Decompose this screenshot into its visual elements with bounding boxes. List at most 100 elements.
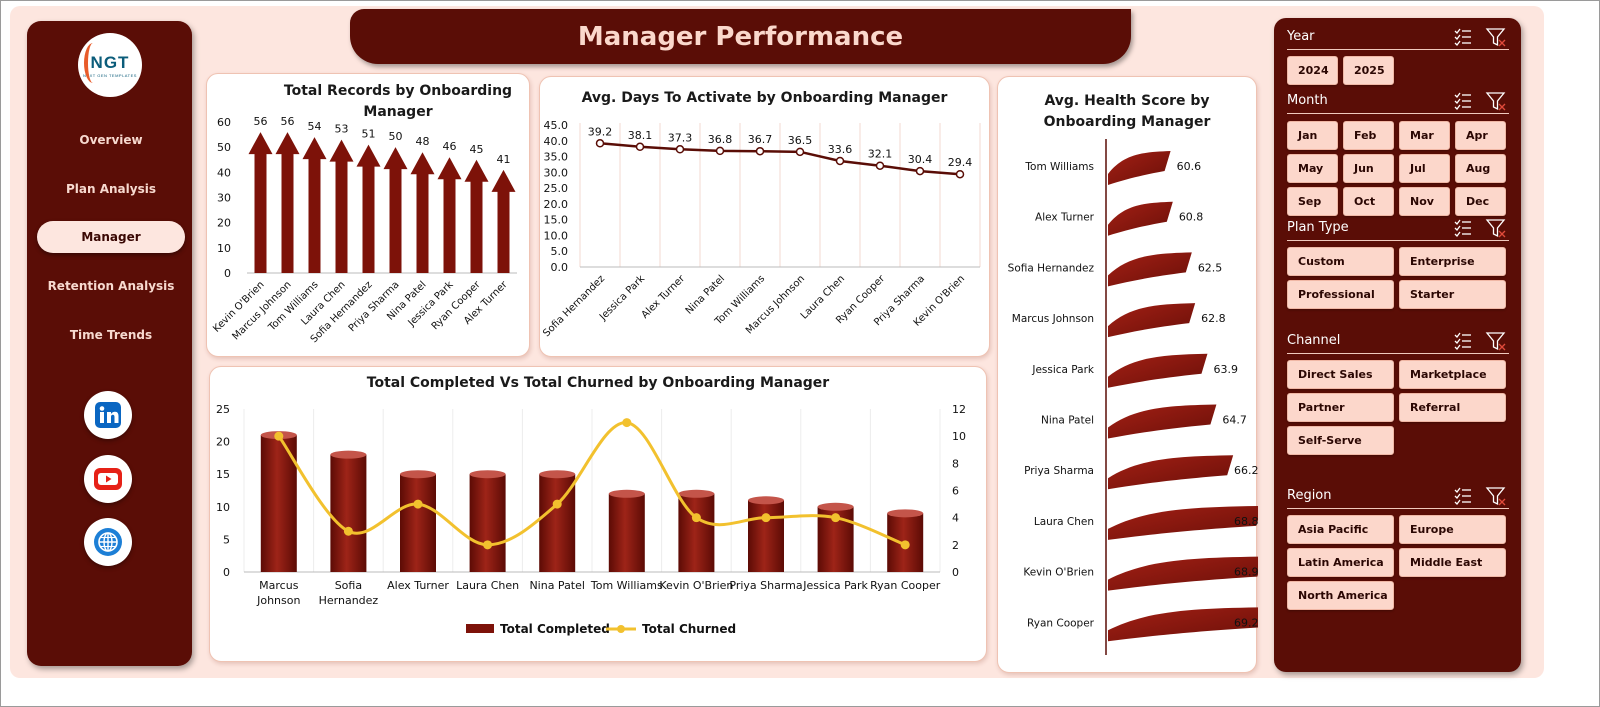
data-point-churned bbox=[622, 418, 632, 428]
filter-chip[interactable]: Referral bbox=[1399, 393, 1506, 422]
data-label: 48 bbox=[416, 135, 430, 148]
multi-select-icon[interactable] bbox=[1454, 28, 1471, 46]
x-tick-label: Nina Patel bbox=[529, 579, 585, 592]
y-tick-label: 15.0 bbox=[544, 214, 569, 227]
data-label: 41 bbox=[497, 153, 511, 166]
filter-chip[interactable]: Marketplace bbox=[1399, 360, 1506, 389]
company-logo[interactable]: NGT NEXT GEN TEMPLATES bbox=[78, 33, 142, 97]
website-button[interactable] bbox=[84, 518, 132, 566]
slicer-region-title: Region bbox=[1287, 488, 1332, 503]
y-tick-label: 25.0 bbox=[544, 182, 569, 195]
linkedin-button[interactable] bbox=[84, 391, 132, 439]
filter-chip[interactable]: May bbox=[1287, 154, 1338, 183]
clear-filter-icon[interactable] bbox=[1485, 332, 1506, 351]
filter-chip[interactable]: Direct Sales bbox=[1287, 360, 1394, 389]
data-label: 50 bbox=[389, 130, 403, 143]
filter-chip[interactable]: North America bbox=[1287, 581, 1394, 610]
data-label: 56 bbox=[281, 115, 295, 128]
bar-arrow bbox=[410, 152, 435, 273]
y-tick-label-right: 4 bbox=[952, 512, 959, 525]
filter-chip[interactable]: Oct bbox=[1343, 187, 1394, 216]
nav-overview[interactable]: Overview bbox=[79, 133, 143, 147]
filter-chip[interactable]: Europe bbox=[1399, 515, 1506, 544]
y-tick-label-left: 10 bbox=[216, 501, 230, 514]
filter-chip[interactable]: Sep bbox=[1287, 187, 1338, 216]
card-health-score: Avg. Health Score by Onboarding Manager … bbox=[997, 76, 1258, 673]
filter-chip[interactable]: Mar bbox=[1399, 121, 1450, 150]
multi-select-icon[interactable] bbox=[1454, 219, 1471, 237]
x-tick-label: Kevin O'Brien bbox=[659, 579, 733, 592]
filter-chip[interactable]: Professional bbox=[1287, 280, 1394, 309]
filter-chip[interactable]: Aug bbox=[1455, 154, 1506, 183]
filter-chip[interactable]: Apr bbox=[1455, 121, 1506, 150]
youtube-button[interactable] bbox=[84, 455, 132, 503]
filter-chip[interactable]: Feb bbox=[1343, 121, 1394, 150]
filter-chip[interactable]: 2024 bbox=[1287, 56, 1338, 85]
filter-chip[interactable]: Self-Serve bbox=[1287, 426, 1394, 455]
x-tick-label: Ryan Cooper bbox=[870, 579, 941, 592]
multi-select-icon[interactable] bbox=[1454, 92, 1471, 110]
y-tick-label: 5.0 bbox=[551, 245, 569, 258]
bar-flag bbox=[1108, 353, 1208, 388]
clear-filter-icon[interactable] bbox=[1485, 219, 1506, 238]
data-label: 46 bbox=[443, 140, 457, 153]
nav-manager[interactable]: Manager bbox=[37, 221, 185, 253]
data-point-churned bbox=[274, 431, 284, 441]
chart-title: Total Completed Vs Total Churned by Onbo… bbox=[366, 375, 830, 391]
filter-chip[interactable]: Dec bbox=[1455, 187, 1506, 216]
filter-chip[interactable]: Custom bbox=[1287, 247, 1394, 276]
y-tick-label: 35.0 bbox=[544, 151, 569, 164]
filter-chip[interactable]: Jul bbox=[1399, 154, 1450, 183]
y-tick-label: 50 bbox=[217, 141, 231, 154]
data-label: 66.2 bbox=[1234, 464, 1258, 477]
clear-filter-icon[interactable] bbox=[1485, 28, 1506, 47]
data-point-churned bbox=[552, 499, 562, 509]
filter-chip[interactable]: Jan bbox=[1287, 121, 1338, 150]
data-label: 68.9 bbox=[1234, 566, 1258, 579]
data-label: 33.6 bbox=[828, 143, 853, 156]
x-tick-label: Alex Turner bbox=[387, 579, 449, 592]
bar-cylinder-top bbox=[608, 489, 645, 498]
bar-arrow bbox=[464, 159, 489, 273]
filter-chip[interactable]: Enterprise bbox=[1399, 247, 1506, 276]
slicer-channel-title: Channel bbox=[1287, 333, 1341, 348]
slicer-region-header: Region bbox=[1287, 485, 1509, 509]
bar-arrow bbox=[356, 144, 381, 273]
filter-chip[interactable]: Starter bbox=[1399, 280, 1506, 309]
legend-swatch-completed bbox=[466, 624, 494, 633]
y-tick-label-right: 12 bbox=[952, 403, 966, 416]
slicer-month-header: Month bbox=[1287, 90, 1509, 114]
clear-filter-icon[interactable] bbox=[1485, 487, 1506, 506]
filter-chip[interactable]: 2025 bbox=[1343, 56, 1394, 85]
filter-chip[interactable]: Jun bbox=[1343, 154, 1394, 183]
filter-chip[interactable]: Middle East bbox=[1399, 548, 1506, 577]
slicer-year-controls bbox=[1454, 28, 1506, 47]
card-avg-days: Avg. Days To Activate by Onboarding Mana… bbox=[539, 76, 990, 357]
x-tick-label: Laura Chen bbox=[456, 579, 519, 592]
bar-flag bbox=[1108, 151, 1171, 185]
filter-chip[interactable]: Latin America bbox=[1287, 548, 1394, 577]
slicer-region-controls bbox=[1454, 487, 1506, 506]
bar-arrow bbox=[248, 132, 273, 273]
chart-title: Total Records by Onboarding Manager bbox=[283, 83, 513, 120]
y-tick-label: 60 bbox=[217, 116, 231, 129]
filter-chip[interactable]: Nov bbox=[1399, 187, 1450, 216]
multi-select-icon[interactable] bbox=[1454, 332, 1471, 350]
data-point bbox=[915, 166, 925, 176]
data-point bbox=[715, 146, 725, 156]
data-label: 62.8 bbox=[1201, 312, 1226, 325]
nav-plan-analysis[interactable]: Plan Analysis bbox=[66, 182, 156, 196]
data-label: 30.4 bbox=[908, 153, 933, 166]
nav-retention-analysis[interactable]: Retention Analysis bbox=[47, 279, 175, 293]
bar-cylinder-top bbox=[539, 470, 576, 479]
y-tick-label: 30.0 bbox=[544, 166, 569, 179]
data-label: 37.3 bbox=[668, 131, 693, 144]
clear-filter-icon[interactable] bbox=[1485, 92, 1506, 111]
data-label: 63.9 bbox=[1213, 363, 1238, 376]
filter-chip[interactable]: Asia Pacific bbox=[1287, 515, 1394, 544]
y-tick-label: Sofia Hernandez bbox=[1008, 262, 1095, 274]
multi-select-icon[interactable] bbox=[1454, 487, 1471, 505]
nav-time-trends[interactable]: Time Trends bbox=[69, 328, 153, 342]
filter-chip[interactable]: Partner bbox=[1287, 393, 1394, 422]
slicer-year-title: Year bbox=[1287, 29, 1315, 44]
